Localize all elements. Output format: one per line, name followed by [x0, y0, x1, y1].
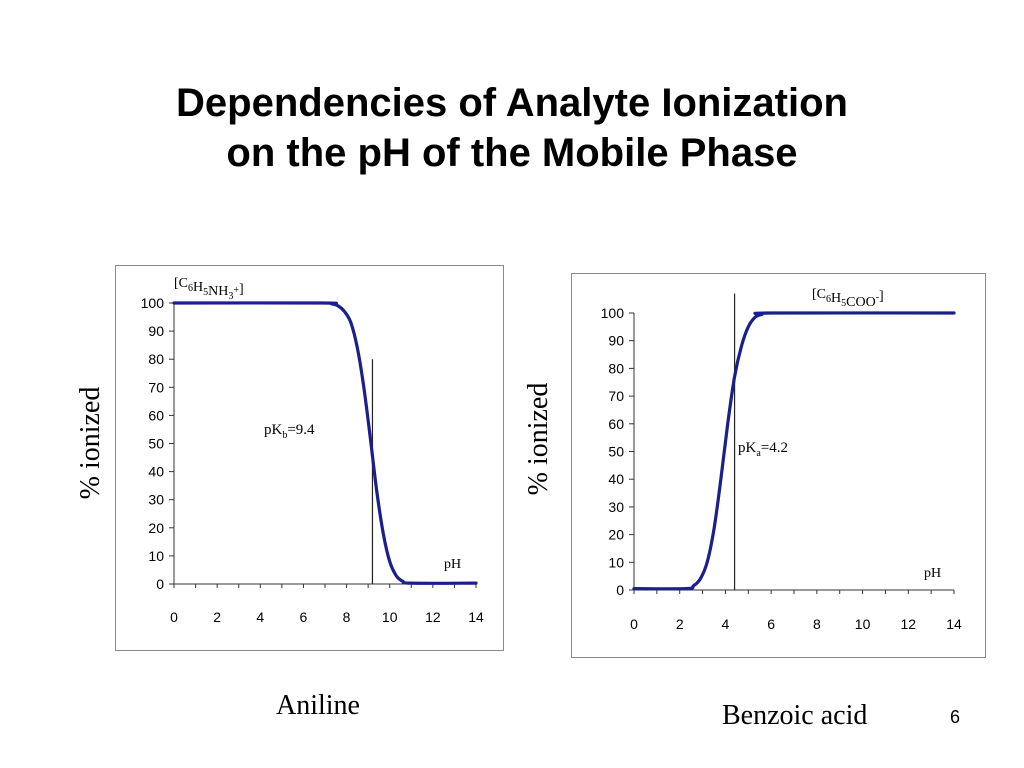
- title-line-2: on the pH of the Mobile Phase: [226, 131, 798, 175]
- benzoic-acid-ionization-curve: [632, 311, 956, 591]
- aniline-x-tick-label: 6: [300, 609, 308, 625]
- benzoic-acid-species-label: [C6H5COO-]: [812, 287, 884, 310]
- aniline-ionization-curve: [172, 301, 478, 585]
- benzoic-acid-x-tick-label: 4: [722, 616, 730, 632]
- benzoic-acid-y-tick-label: 90: [608, 333, 624, 349]
- aniline-y-axis-label: % ionized: [75, 386, 106, 500]
- aniline-ph-label: pH: [444, 557, 461, 572]
- aniline-y-tick-label: 50: [148, 436, 164, 452]
- aniline-y-tick-label: 100: [141, 295, 165, 311]
- page-number: 6: [950, 707, 961, 727]
- benzoic-acid-x-tick-label: 2: [676, 616, 684, 632]
- benzoic-acid-y-tick-label: 30: [608, 499, 624, 515]
- aniline-y-tick-label: 40: [148, 464, 164, 480]
- aniline-y-tick-label: 0: [156, 576, 164, 592]
- benzoic-acid-chart-frame: 0 10 20 30 40 50 60 70 80 90 100 0 2 4 6 8 10 12 14 [C6H5CO…: [571, 273, 986, 658]
- benzoic-acid-y-tick-label: 20: [608, 527, 624, 543]
- benzoic-acid-x-tick-label: 10: [855, 616, 871, 632]
- benzoic-acid-x-tick-label: 8: [813, 616, 821, 632]
- aniline-y-tick-label: 20: [148, 520, 164, 536]
- aniline-y-tick-label: 80: [148, 351, 164, 367]
- aniline-x-tick-label: 4: [256, 609, 264, 625]
- title-line-1: Dependencies of Analyte Ionization: [176, 81, 848, 125]
- aniline-x-tick-label: 10: [382, 609, 398, 625]
- aniline-x-tick-label: 12: [425, 609, 441, 625]
- benzoic-acid-y-tick-label: 40: [608, 471, 624, 487]
- benzoic-acid-x-tick-label: 0: [630, 616, 638, 632]
- benzoic-acid-y-tick-label: 50: [608, 444, 624, 460]
- aniline-chart: 0 10 20 30 40 50 60 70 80 90 100 0 2 4 6 8 10 12 14 [C6H5NH…: [141, 276, 484, 625]
- benzoic-acid-pk-label: pKa=4.2: [738, 440, 788, 459]
- benzoic-acid-x-tick-label: 6: [767, 616, 775, 632]
- aniline-chart-frame: 0 10 20 30 40 50 60 70 80 90 100 0 2 4 6 8 10 12 14 [C6H5NH…: [115, 265, 504, 651]
- benzoic-acid-chart: 0 10 20 30 40 50 60 70 80 90 100 0 2 4 6 8 10 12 14 [C6H5CO…: [601, 287, 962, 632]
- aniline-x-tick-label: 2: [213, 609, 221, 625]
- aniline-x-tick-label: 8: [343, 609, 351, 625]
- aniline-caption: Aniline: [276, 690, 360, 721]
- aniline-y-tick-label: 90: [148, 323, 164, 339]
- aniline-y-tick-label: 10: [148, 548, 164, 564]
- aniline-y-tick-label: 60: [148, 407, 164, 423]
- benzoic-acid-x-tick-label: 14: [946, 616, 962, 632]
- benzoic-acid-y-axis-label: % ionized: [523, 382, 554, 496]
- benzoic-acid-y-tick-label: 80: [608, 360, 624, 376]
- aniline-pk-label: pKb=9.4: [264, 422, 315, 441]
- aniline-x-tick-label: 0: [170, 609, 178, 625]
- aniline-y-tick-label: 30: [148, 492, 164, 508]
- benzoic-acid-y-tick-label: 0: [616, 582, 624, 598]
- benzoic-acid-x-tick-label: 12: [900, 616, 916, 632]
- slide-title: Dependencies of Analyte Ionization on th…: [60, 78, 964, 178]
- benzoic-acid-y-tick-label: 60: [608, 416, 624, 432]
- aniline-species-label: [C6H5NH3+]: [174, 276, 244, 302]
- aniline-x-tick-label: 14: [468, 609, 484, 625]
- benzoic-acid-y-tick-label: 70: [608, 388, 624, 404]
- benzoic-acid-y-tick-label: 100: [601, 305, 625, 321]
- benzoic-acid-y-tick-label: 10: [608, 554, 624, 570]
- benzoic-acid-ph-label: pH: [924, 566, 941, 581]
- aniline-y-tick-label: 70: [148, 379, 164, 395]
- benzoic-acid-caption: Benzoic acid: [722, 700, 868, 731]
